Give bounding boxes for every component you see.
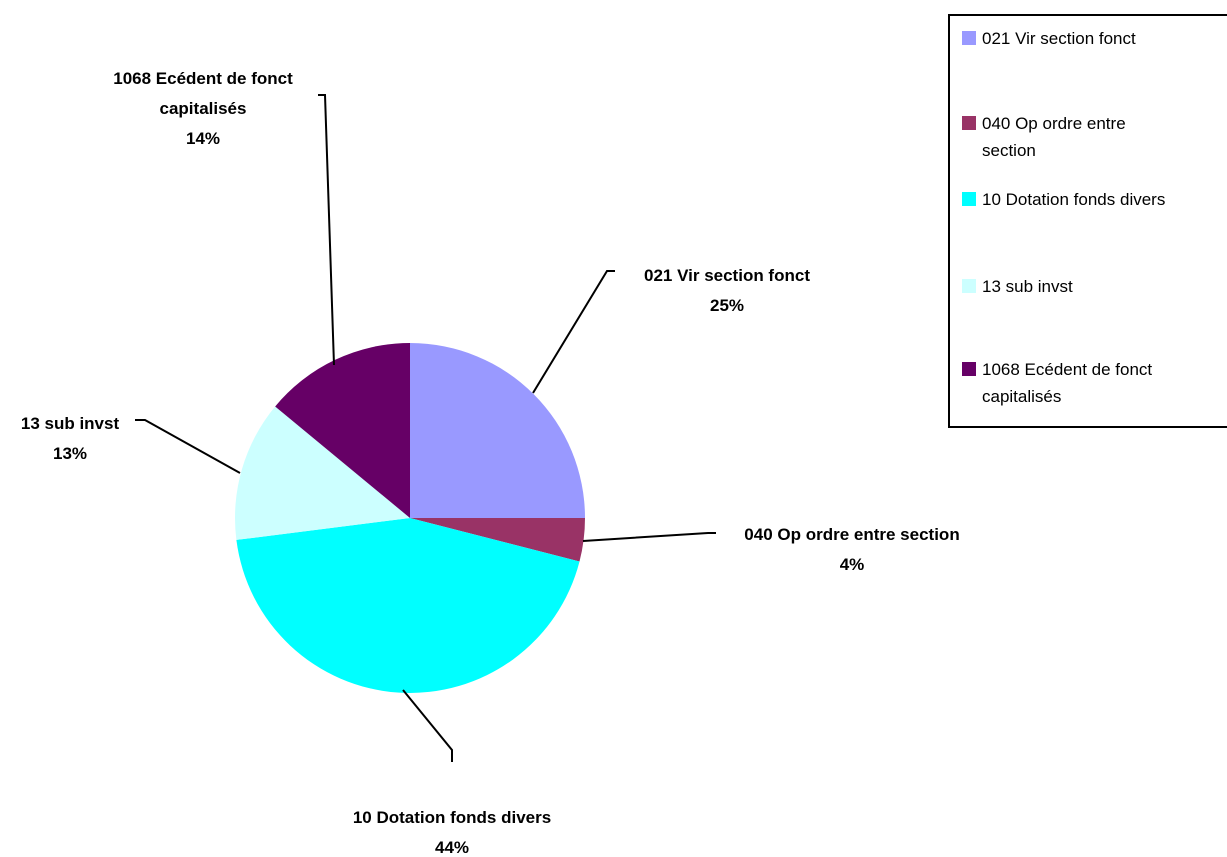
legend-swatch-021-vir-section-fonct [962,31,976,45]
leader-line-13-sub-invst [135,419,241,474]
legend-swatch-040-op-ordre-entre-section [962,116,976,130]
leader-line-10-dotation-fonds-divers [402,689,453,762]
data-label-name-10-dotation-fonds-divers: 10 Dotation fonds divers [353,808,551,827]
data-label-percent-10-dotation-fonds-divers: 44% [435,838,469,857]
legend-label-1068-ec-dent-de-fonct-capitalis-s: 1068 Ecédent de fonct [982,360,1152,379]
legend-label-040-op-ordre-entre-section: 040 Op ordre entre [982,114,1126,133]
legend-swatch-10-dotation-fonds-divers [962,192,976,206]
data-label-name-1068-ec-dent-de-fonct-capitalis-s: 1068 Ecédent de fonct [113,69,293,88]
legend-frame [948,14,1227,428]
legend-label-1068-ec-dent-de-fonct-capitalis-s: capitalisés [982,387,1061,406]
leader-line-1068-ec-dent-de-fonct-capitalis-s [318,94,335,366]
data-label-percent-040-op-ordre-entre-section: 4% [840,555,865,574]
leader-line-040-op-ordre-entre-section [582,532,716,542]
data-labels: 021 Vir section fonct 25% 040 Op ordre ent… [21,69,960,857]
data-label-name-1068-ec-dent-de-fonct-capitalis-s: capitalisés [160,99,247,118]
pie-slices [235,343,585,693]
legend-label-021-vir-section-fonct: 021 Vir section fonct [982,29,1136,48]
leader-lines [135,94,716,762]
legend-label-10-dotation-fonds-divers: 10 Dotation fonds divers [982,190,1165,209]
pie-slice-10-dotation-fonds-divers [236,518,580,693]
legend: 021 Vir section fonct 040 Op ordre entre s… [948,14,1227,428]
leader-line-021-vir-section-fonct [532,270,615,394]
data-label-percent-13-sub-invst: 13% [53,444,87,463]
legend-label-040-op-ordre-entre-section: section [982,141,1036,160]
legend-swatch-1068-ec-dent-de-fonct-capitalis-s [962,362,976,376]
pie-slice-13-sub-invst [235,406,410,540]
pie-slice-1068-ec-dent-de-fonct-capitalis-s [275,343,410,518]
data-label-name-040-op-ordre-entre-section: 040 Op ordre entre section [744,525,959,544]
pie-slice-040-op-ordre-entre-section [410,518,585,562]
data-label-name-021-vir-section-fonct: 021 Vir section fonct [644,266,810,285]
legend-label-13-sub-invst: 13 sub invst [982,277,1073,296]
pie-slice-021-vir-section-fonct [410,343,585,518]
data-label-percent-021-vir-section-fonct: 25% [710,296,744,315]
data-label-percent-1068-ec-dent-de-fonct-capitalis-s: 14% [186,129,220,148]
legend-swatch-13-sub-invst [962,279,976,293]
data-label-name-13-sub-invst: 13 sub invst [21,414,120,433]
